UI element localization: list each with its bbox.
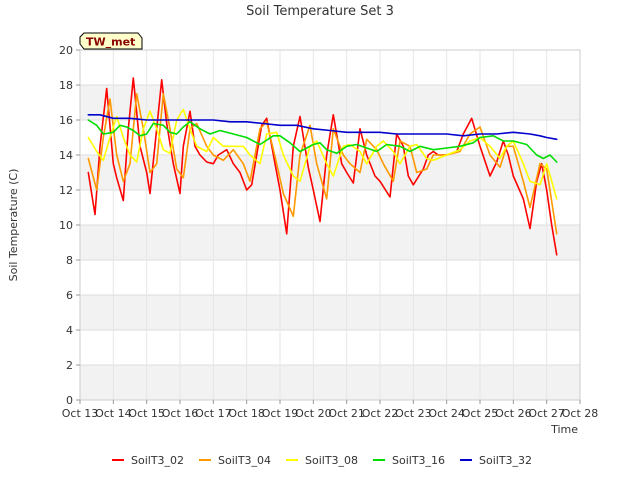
tick-label-y-0: 0 [66, 394, 73, 407]
tw-met-annotation: TW_met [79, 32, 143, 50]
tick-label-x-18: Oct 18 [228, 407, 265, 420]
legend-label-soilt3-32: SoilT3_32 [479, 454, 532, 467]
tick-label-x-25: Oct 25 [462, 407, 499, 420]
tick-label-x-17: Oct 17 [195, 407, 232, 420]
tick-label-y-10: 10 [59, 219, 73, 232]
legend-label-soilt3-04: SoilT3_04 [218, 454, 271, 467]
tick-label-y-16: 16 [59, 114, 73, 127]
series-lines [87, 77, 558, 256]
tick-label-x-23: Oct 23 [395, 407, 432, 420]
band-0-2 [80, 365, 580, 400]
tick-label-x-16: Oct 16 [162, 407, 199, 420]
tick-label-x-15: Oct 15 [128, 407, 165, 420]
annotation-label: TW_met [86, 36, 135, 49]
tick-label-y-20: 20 [59, 44, 73, 57]
tick-label-y-14: 14 [59, 149, 73, 162]
tick-label-x-21: Oct 21 [328, 407, 365, 420]
annotation-box [79, 32, 143, 50]
tick-label-y-4: 4 [66, 324, 73, 337]
tick-label-x-28: Oct 28 [562, 407, 599, 420]
series-line-soilt3-32 [87, 114, 558, 141]
tick-label-x-19: Oct 19 [262, 407, 299, 420]
tick-label-y-18: 18 [59, 79, 73, 92]
band-8-10 [80, 225, 580, 260]
tick-label-y-12: 12 [59, 184, 73, 197]
tick-label-x-26: Oct 26 [495, 407, 532, 420]
y-axis-ticks: 0 2 4 6 8 10 12 14 16 18 20 [59, 44, 80, 407]
legend-label-soilt3-16: SoilT3_16 [392, 454, 445, 467]
series-line-soilt3-16 [87, 119, 558, 163]
tick-label-y-6: 6 [66, 289, 73, 302]
tick-label-x-22: Oct 22 [362, 407, 399, 420]
series-line-soilt3-04 [87, 93, 558, 235]
tick-label-x-27: Oct 27 [528, 407, 565, 420]
legend-label-soilt3-08: SoilT3_08 [305, 454, 358, 467]
x-axis-label: Time [550, 423, 578, 436]
tick-label-y-2: 2 [66, 359, 73, 372]
tick-label-x-20: Oct 20 [295, 407, 332, 420]
tick-label-x-13: Oct 13 [62, 407, 99, 420]
legend-label-soilt3-02: SoilT3_02 [131, 454, 184, 467]
tick-label-y-8: 8 [66, 254, 73, 267]
tick-label-x-24: Oct 24 [428, 407, 465, 420]
legend: SoilT3_02 SoilT3_04 SoilT3_08 SoilT3_16 Soil… [112, 454, 532, 467]
chart-title: Soil Temperature Set 3 [246, 4, 394, 19]
band-16-18 [80, 85, 580, 120]
tick-label-x-14: Oct 14 [95, 407, 132, 420]
band-4-6 [80, 295, 580, 330]
y-axis-label: Soil Temperature (C) [7, 169, 20, 282]
